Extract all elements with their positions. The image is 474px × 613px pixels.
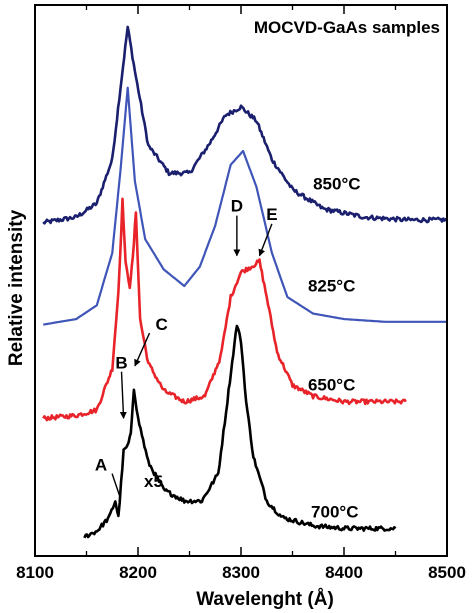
chart-title: MOCVD-GaAs samples <box>254 18 440 37</box>
annotation-arrow-E <box>258 223 273 257</box>
x-tick-label-0: 8100 <box>16 563 54 582</box>
annotation-arrow-B <box>119 371 127 419</box>
series-line-3 <box>83 324 397 539</box>
curve-label-3: 700°C <box>311 502 358 521</box>
annotation-arrow-A <box>111 473 121 496</box>
series-layer <box>42 25 448 539</box>
x-tick-label-3: 8400 <box>325 563 363 582</box>
curve-label-2: 650°C <box>308 376 355 395</box>
annotation-arrow-C <box>134 332 151 367</box>
x-axis-label: Wavelenght (Å) <box>196 589 334 610</box>
annotation-E: E <box>266 205 277 224</box>
annotation-C: C <box>156 315 168 334</box>
x-tick-label-2: 8300 <box>222 563 260 582</box>
annotation-x5: x5 <box>144 472 163 491</box>
annotation-layer: 850°C 825°C 650°C 700°C A B C D Ex5 <box>95 175 361 522</box>
series-line-1 <box>43 86 447 326</box>
curve-label-1: 825°C <box>308 277 355 296</box>
curve-label-0: 850°C <box>313 175 360 194</box>
x-tick-label-1: 8200 <box>119 563 157 582</box>
annotation-A: A <box>95 456 107 475</box>
annotation-B: B <box>115 354 127 373</box>
series-line-0 <box>42 25 448 225</box>
axes-layer: 8100 8200 8300 8400 8500 <box>16 4 466 582</box>
y-axis-label: Relative intensity <box>6 209 27 366</box>
series-line-2 <box>42 197 407 422</box>
x-tick-label-4: 8500 <box>428 563 466 582</box>
annotation-D: D <box>231 197 243 216</box>
